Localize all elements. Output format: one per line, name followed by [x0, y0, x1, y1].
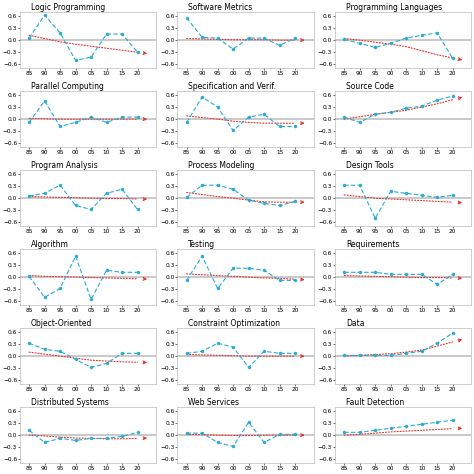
Text: Parallel Computing: Parallel Computing — [31, 82, 104, 91]
Text: Data: Data — [346, 319, 365, 328]
Text: Logic Programming: Logic Programming — [31, 3, 105, 12]
Text: Source Code: Source Code — [346, 82, 394, 91]
Text: Design Tools: Design Tools — [346, 161, 393, 170]
Text: Program Analysis: Program Analysis — [31, 161, 98, 170]
Text: Programming Languages: Programming Languages — [346, 3, 442, 12]
Text: Web Services: Web Services — [188, 398, 239, 407]
Text: Specification and Verif.: Specification and Verif. — [188, 82, 276, 91]
Text: Process Modeling: Process Modeling — [188, 161, 255, 170]
Text: Requirements: Requirements — [346, 240, 399, 249]
Text: Software Metrics: Software Metrics — [188, 3, 253, 12]
Text: Distributed Systems: Distributed Systems — [31, 398, 109, 407]
Text: Object-Oriented: Object-Oriented — [31, 319, 92, 328]
Text: Algorithm: Algorithm — [31, 240, 69, 249]
Text: Testing: Testing — [188, 240, 215, 249]
Text: Fault Detection: Fault Detection — [346, 398, 404, 407]
Text: Constraint Optimization: Constraint Optimization — [188, 319, 280, 328]
